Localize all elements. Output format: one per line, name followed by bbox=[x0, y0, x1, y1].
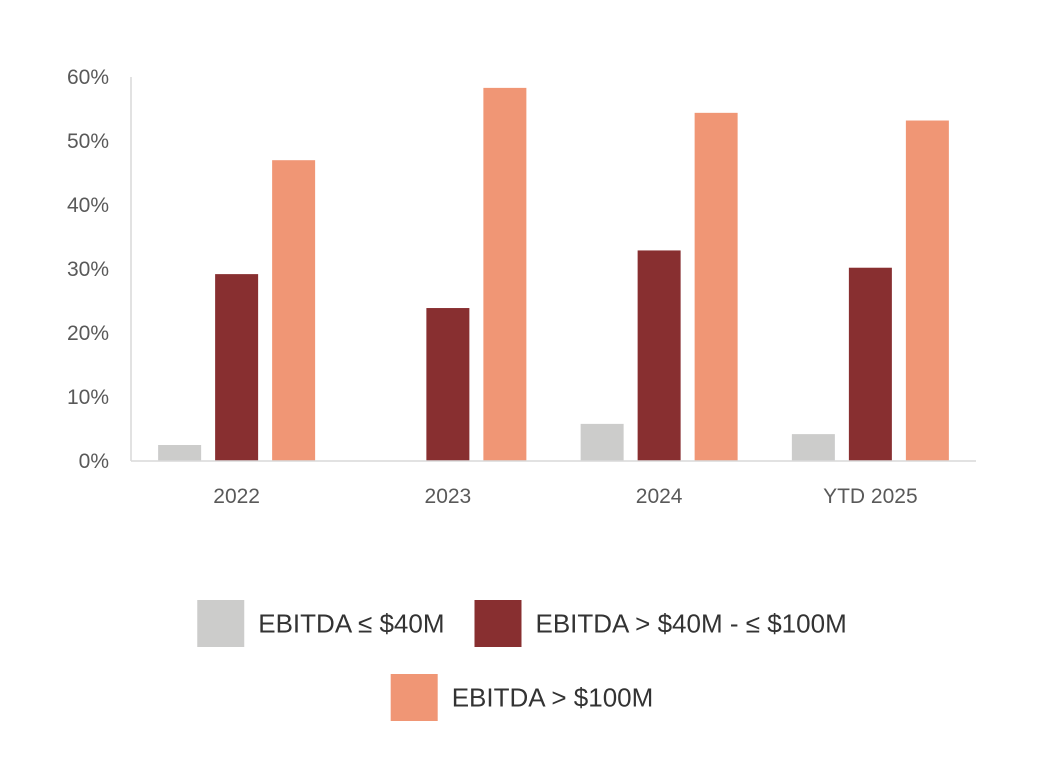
x-tick-label: 2022 bbox=[213, 485, 260, 508]
bar-2-4 bbox=[848, 267, 892, 461]
x-tick-label: 2023 bbox=[425, 485, 472, 508]
x-tick-label: 2024 bbox=[636, 485, 683, 508]
legend: EBITDA ≤ $40M EBITDA > $40M - ≤ $100M EBIT… bbox=[197, 600, 847, 721]
legend-swatch-2 bbox=[474, 600, 522, 647]
bar-3-1 bbox=[272, 160, 316, 461]
bar-1-4 bbox=[791, 434, 835, 461]
y-tick-label: 40% bbox=[67, 194, 109, 217]
legend-label-2: EBITDA > $40M - ≤ $100M bbox=[535, 609, 846, 639]
y-axis-ticks: 0% 10% 20% 30% 40% 50% 60% bbox=[67, 66, 109, 473]
x-axis-ticks: 2022 2023 2024 YTD 2025 bbox=[213, 485, 917, 508]
y-tick-label: 60% bbox=[67, 66, 109, 89]
bar-1-1 bbox=[158, 445, 202, 461]
bar-1-3 bbox=[580, 423, 624, 461]
bar-3-2 bbox=[483, 87, 527, 461]
legend-label-1: EBITDA ≤ $40M bbox=[258, 609, 444, 639]
legend-label-3: EBITDA > $100M bbox=[452, 683, 654, 713]
bar-2-2 bbox=[426, 308, 470, 461]
bars bbox=[158, 87, 949, 462]
y-tick-label: 10% bbox=[67, 386, 109, 409]
bar-2-1 bbox=[215, 274, 259, 461]
legend-swatch-1 bbox=[197, 600, 245, 647]
y-tick-label: 50% bbox=[67, 130, 109, 153]
x-tick-label: YTD 2025 bbox=[823, 485, 918, 508]
bar-2-3 bbox=[637, 250, 681, 461]
y-tick-label: 0% bbox=[79, 450, 109, 473]
y-tick-label: 20% bbox=[67, 322, 109, 345]
y-tick-label: 30% bbox=[67, 258, 109, 281]
legend-swatch-3 bbox=[390, 674, 438, 721]
bar-3-4 bbox=[905, 120, 949, 462]
bar-3-3 bbox=[694, 112, 738, 461]
